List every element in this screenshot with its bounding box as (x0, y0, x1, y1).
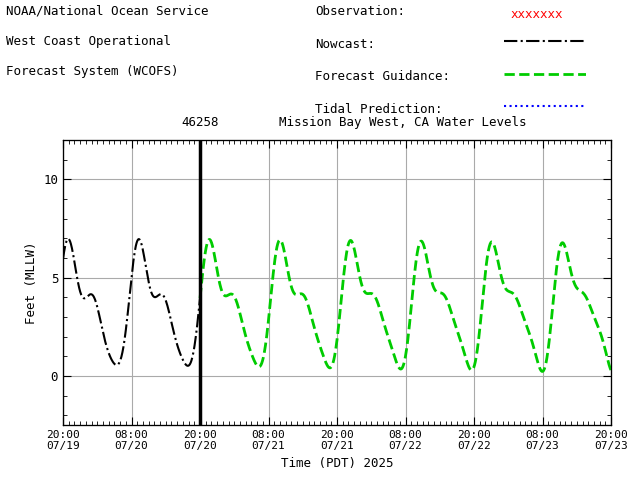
X-axis label: Time (PDT) 2025: Time (PDT) 2025 (281, 457, 393, 470)
Text: Forecast System (WCOFS): Forecast System (WCOFS) (6, 65, 179, 78)
Text: NOAA/National Ocean Service: NOAA/National Ocean Service (6, 5, 209, 18)
Text: West Coast Operational: West Coast Operational (6, 35, 171, 48)
Text: 46258: 46258 (181, 116, 219, 128)
Text: Observation:: Observation: (315, 5, 405, 18)
Text: Forecast Guidance:: Forecast Guidance: (315, 70, 450, 83)
Text: Mission Bay West, CA Water Levels: Mission Bay West, CA Water Levels (279, 116, 527, 128)
Text: Tidal Prediction:: Tidal Prediction: (315, 102, 442, 116)
Text: Nowcast:: Nowcast: (315, 38, 375, 51)
Y-axis label: Feet (MLLW): Feet (MLLW) (25, 242, 38, 324)
Text: xxxxxxx: xxxxxxx (510, 8, 563, 20)
